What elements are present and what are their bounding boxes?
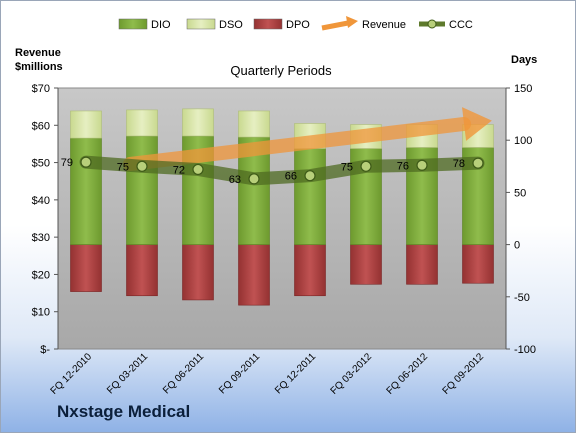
dpo-series <box>70 244 494 306</box>
legend-swatch <box>321 20 349 31</box>
legend: DIO DSO DPO Revenue CCC <box>118 16 473 31</box>
left-axis-tick-label: $70 <box>32 83 50 95</box>
revenue-trend-line <box>123 116 472 171</box>
ccc-data-label: 75 <box>341 161 353 173</box>
chart-title: Quarterly Periods <box>230 63 332 78</box>
legend-entry-revenue: Revenue <box>321 16 406 31</box>
left-axis-tick-label: $60 <box>32 120 50 132</box>
dso-bar <box>238 110 270 138</box>
dio-bar <box>294 148 326 245</box>
dso-bar <box>182 108 214 137</box>
x-axis-category-label: FQ 09-2011 <box>217 351 262 396</box>
dio-bar <box>126 135 158 245</box>
ccc-point <box>80 156 92 168</box>
legend-swatch <box>186 18 216 30</box>
legend-label: DPO <box>286 19 310 31</box>
dio-bar <box>70 137 102 245</box>
legend-label: CCC <box>449 19 473 31</box>
x-axis-category-label: FQ 06-2011 <box>161 351 206 396</box>
ccc-point <box>416 159 428 171</box>
legend-entry-dio: DIO <box>118 18 171 31</box>
left-axis-tick-label: $20 <box>32 269 50 281</box>
left-axis-tick-label: $- <box>40 344 50 356</box>
ccc-data-label: 66 <box>285 171 297 183</box>
legend-swatch <box>118 18 148 30</box>
legend-entry-dpo: DPO <box>253 18 310 31</box>
left-axis-tick-label: $30 <box>32 232 50 244</box>
x-axis-category-label: FQ 09-2012 <box>441 351 487 397</box>
left-axis-title-line1: Revenue <box>15 47 61 59</box>
x-axis-category-label: FQ 12-2011 <box>273 351 318 396</box>
ccc-point <box>304 170 316 182</box>
right-axis-tick-label: -100 <box>514 344 536 356</box>
dso-bar <box>70 110 102 139</box>
left-axis-tick-label: $10 <box>32 307 50 319</box>
legend-entry-dso: DSO <box>186 18 243 31</box>
x-axis-category-label: FQ 12-2010 <box>49 351 95 397</box>
x-axis-category-label: FQ 03-2011 <box>105 351 150 396</box>
legend-entry-ccc: CCC <box>419 19 473 31</box>
right-axis: -100 -50 0 50 100 150 <box>505 83 536 356</box>
legend-label: Revenue <box>362 19 406 31</box>
ccc-line <box>79 155 485 186</box>
right-axis-tick-label: 0 <box>514 240 520 252</box>
revenue-trend-arrowhead <box>462 107 492 141</box>
ccc-series: 79 75 72 63 66 75 76 78 <box>61 155 485 186</box>
right-axis-tick-label: 50 <box>514 187 526 199</box>
right-axis-tick-label: -50 <box>514 292 530 304</box>
dpo-bar <box>462 244 494 284</box>
revenue-trend <box>123 107 492 171</box>
ccc-point <box>136 160 148 172</box>
legend-arrowhead <box>346 16 358 28</box>
ccc-data-label: 78 <box>453 158 465 170</box>
legend-swatch <box>253 18 283 30</box>
left-axis-title-line2: $millions <box>15 61 63 73</box>
legend-marker <box>427 19 437 29</box>
ccc-data-label: 72 <box>173 164 185 176</box>
right-axis-title: Days <box>511 54 537 66</box>
ccc-data-label: 63 <box>229 174 241 186</box>
right-axis-tick-label: 150 <box>514 83 532 95</box>
ccc-point <box>360 160 372 172</box>
legend-label: DIO <box>151 19 171 31</box>
ccc-data-label: 75 <box>117 161 129 173</box>
left-axis-tick-label: $50 <box>32 158 50 170</box>
legend-label: DSO <box>219 19 243 31</box>
dpo-bar <box>350 244 382 285</box>
dpo-bar <box>70 244 102 292</box>
right-axis-tick-label: 100 <box>514 135 532 147</box>
x-axis-category-label: FQ 06-2012 <box>385 351 431 397</box>
dpo-bar <box>126 244 158 297</box>
company-name: Nxstage Medical <box>57 402 191 421</box>
x-axis-category-label: FQ 03-2012 <box>329 351 375 397</box>
dpo-bar <box>182 244 214 301</box>
dpo-bar <box>406 244 438 285</box>
left-axis: $- $10 $20 $30 $40 $50 $60 $70 <box>32 83 59 356</box>
dso-bar <box>126 109 158 137</box>
ccc-point <box>192 163 204 176</box>
x-axis: FQ 12-2010 FQ 03-2011 FQ 06-2011 FQ 09-2011… <box>49 351 487 397</box>
dpo-bar <box>294 244 326 297</box>
ccc-data-label: 79 <box>61 157 73 169</box>
ccc-point <box>248 173 260 185</box>
dpo-bar <box>238 244 270 306</box>
ccc-point <box>472 157 484 169</box>
ccc-data-label: 76 <box>397 160 409 172</box>
left-axis-tick-label: $40 <box>32 195 50 207</box>
